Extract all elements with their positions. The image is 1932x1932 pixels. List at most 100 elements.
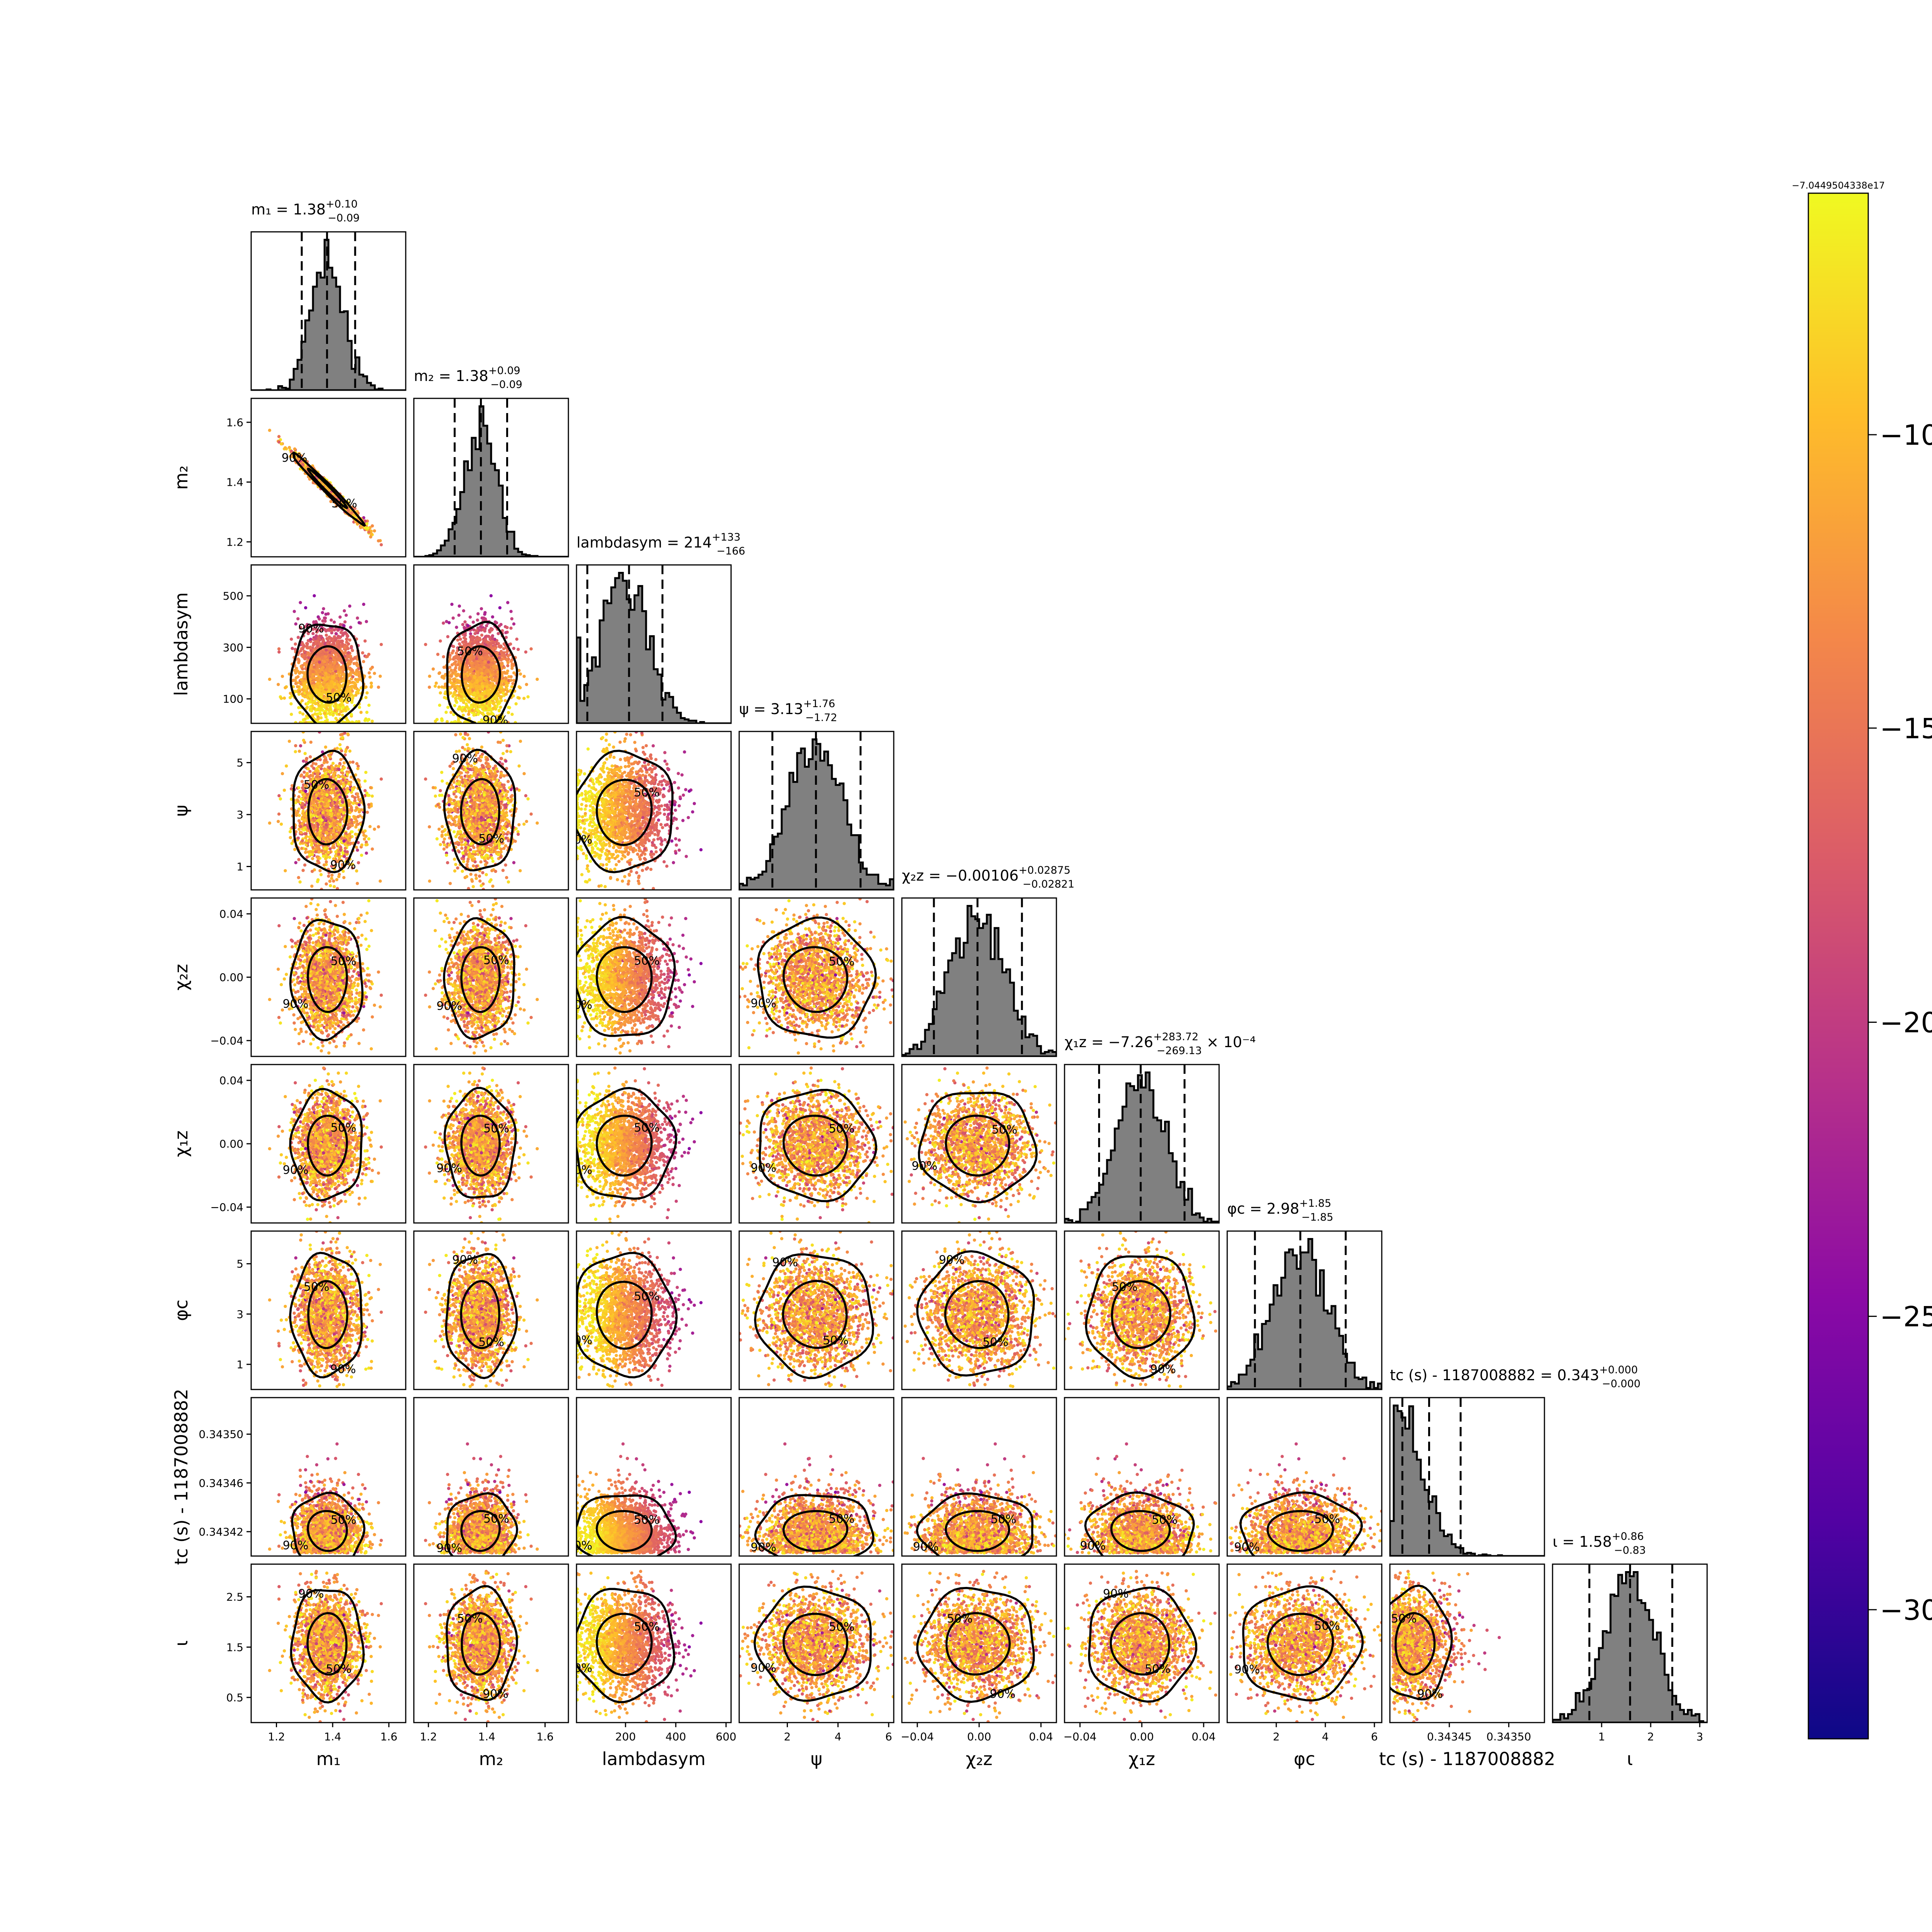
- sample-point: [478, 637, 481, 640]
- sample-point: [284, 446, 287, 449]
- sample-point: [353, 685, 356, 689]
- sample-point: [294, 643, 297, 646]
- sample-point: [277, 435, 281, 438]
- y-tick-label: 500: [223, 590, 243, 602]
- sample-point: [519, 686, 522, 689]
- sample-point: [352, 671, 355, 674]
- sample-point: [504, 631, 507, 634]
- sample-point: [457, 614, 460, 617]
- sample-point: [377, 539, 380, 543]
- sample-point: [337, 683, 340, 686]
- sample-point: [428, 685, 431, 689]
- sample-point: [332, 675, 335, 679]
- sample-point: [509, 627, 512, 630]
- sample-point: [312, 659, 315, 662]
- sample-point: [457, 660, 460, 663]
- sample-point: [330, 665, 333, 668]
- sample-point: [357, 671, 361, 674]
- sample-point: [526, 695, 529, 698]
- sample-point: [321, 705, 324, 708]
- sample-point: [480, 634, 483, 637]
- sample-point: [490, 594, 493, 597]
- sample-point: [505, 684, 509, 687]
- sample-point: [510, 617, 513, 620]
- sample-point: [507, 654, 510, 657]
- sample-point: [305, 690, 308, 694]
- sample-point: [459, 638, 462, 641]
- sample-point: [449, 711, 452, 714]
- sample-point: [447, 621, 451, 624]
- sample-point: [347, 683, 350, 686]
- sample-point: [358, 706, 361, 709]
- sample-point: [515, 638, 518, 641]
- sample-point: [509, 679, 512, 682]
- sample-point: [290, 638, 293, 641]
- sample-point: [505, 677, 508, 680]
- sample-point: [289, 702, 293, 705]
- sample-point: [446, 706, 449, 709]
- sample-point: [463, 636, 466, 639]
- sample-point: [339, 680, 342, 683]
- sample-point: [353, 656, 356, 660]
- sample-point: [312, 679, 315, 682]
- sample-point: [369, 685, 372, 689]
- sample-point: [323, 616, 326, 619]
- sample-point: [319, 682, 322, 685]
- sample-point: [487, 665, 490, 668]
- sample-point: [277, 683, 280, 686]
- sample-point: [344, 620, 347, 623]
- sample-point: [379, 675, 382, 678]
- sample-point: [349, 660, 352, 663]
- sample-point: [294, 682, 298, 685]
- sample-point: [502, 651, 505, 654]
- sample-point: [499, 645, 502, 648]
- sample-point: [298, 711, 301, 714]
- sample-point: [333, 679, 336, 682]
- sample-point: [371, 524, 374, 527]
- sample-point: [380, 543, 383, 546]
- sample-point: [332, 714, 335, 717]
- sample-point: [313, 665, 316, 668]
- sample-point: [529, 647, 532, 650]
- sample-point: [462, 699, 465, 702]
- sample-point: [345, 614, 348, 617]
- sample-point: [499, 706, 502, 709]
- sample-point: [350, 668, 353, 671]
- sample-point: [355, 662, 358, 665]
- sample-point: [328, 654, 331, 657]
- sample-point: [320, 708, 323, 711]
- sample-point: [499, 623, 502, 626]
- sample-point: [328, 707, 332, 711]
- sample-point: [474, 665, 477, 668]
- sample-point: [371, 719, 374, 723]
- sample-point: [326, 683, 329, 686]
- sample-point: [442, 655, 445, 658]
- sample-point: [345, 638, 348, 641]
- sample-point: [491, 637, 494, 640]
- sample-point: [497, 632, 500, 635]
- sample-point: [476, 612, 480, 615]
- sample-point: [309, 695, 312, 698]
- sample-point: [468, 710, 471, 713]
- sample-point: [325, 634, 328, 637]
- sample-point: [365, 655, 368, 658]
- sample-point: [298, 690, 301, 693]
- sample-point: [366, 691, 369, 694]
- sample-point: [347, 651, 350, 654]
- sample-point: [338, 713, 341, 716]
- sample-point: [324, 613, 327, 616]
- sample-point: [348, 638, 351, 641]
- sample-point: [428, 675, 431, 678]
- sample-point: [367, 653, 370, 656]
- sample-point: [453, 685, 456, 689]
- sample-point: [297, 636, 300, 639]
- sample-point: [320, 716, 323, 719]
- sample-point: [464, 702, 468, 706]
- sample-point: [514, 702, 517, 705]
- sample-point: [353, 681, 356, 684]
- sample-point: [479, 660, 482, 663]
- sample-point: [457, 687, 460, 690]
- sample-point: [330, 629, 333, 632]
- sample-point: [467, 713, 470, 716]
